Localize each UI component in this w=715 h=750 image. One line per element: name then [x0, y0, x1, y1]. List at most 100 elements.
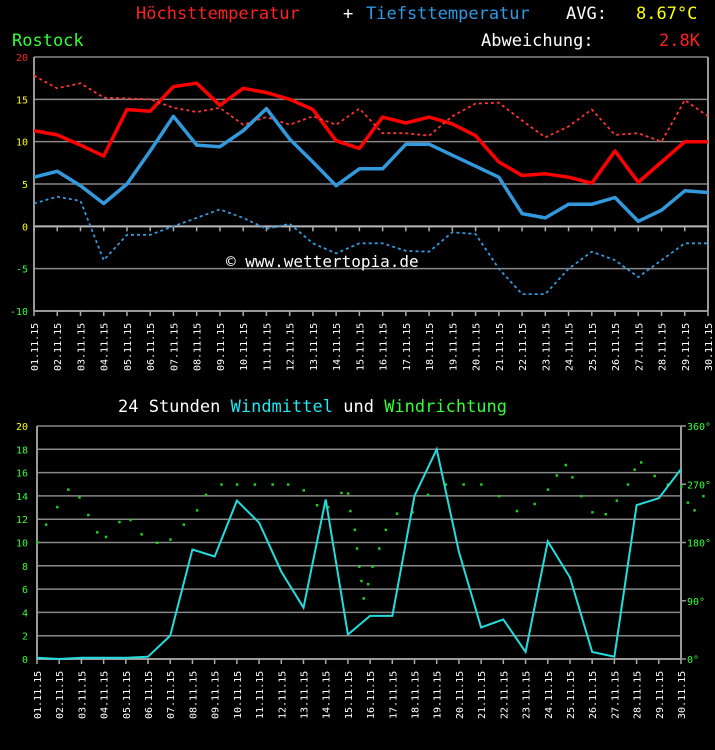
x-tick-label: 23.11.15 [541, 323, 552, 371]
direction-dot [96, 531, 99, 534]
direction-dot [666, 483, 670, 486]
avg-value: 8.67°C [636, 4, 698, 24]
y-tick-label: 12 [16, 515, 28, 526]
direction-dot [87, 513, 90, 517]
series-windmittel [36, 446, 682, 661]
x-tick-label: 03.11.15 [77, 671, 88, 719]
wind-chart-title: 24 Stunden Windmittel und Windrichtung [118, 397, 507, 417]
x-tick-label: 18.11.15 [425, 323, 436, 371]
x-tick-label: 03.11.15 [76, 323, 87, 371]
direction-dot [36, 540, 39, 544]
direction-dot [395, 512, 399, 515]
series-tiefsttemperatur-vergleich [33, 195, 708, 296]
direction-dot [340, 491, 343, 495]
direction-dot [286, 483, 290, 486]
direction-dot [204, 493, 208, 497]
direction-dot [302, 489, 305, 492]
direction-dot [702, 494, 705, 498]
x-tick-label: 22.11.15 [499, 671, 510, 719]
x-tick-label: 15.11.15 [344, 671, 355, 719]
direction-dot [693, 509, 696, 512]
x-tick-label: 16.11.15 [366, 671, 377, 719]
title-max-label: Höchsttemperatur [136, 4, 300, 24]
x-tick-label: 25.11.15 [588, 323, 599, 371]
x-tick-label: 06.11.15 [146, 323, 157, 371]
series-h-chsttemperatur-vergleich [33, 74, 709, 143]
x-tick-label: 05.11.15 [123, 323, 134, 371]
series-h-chsttemperatur [33, 81, 708, 185]
direction-dot [640, 461, 643, 464]
x-tick-label: 04.11.15 [100, 671, 111, 719]
x-tick-label: 10.11.15 [233, 671, 244, 719]
x-tick-label: 13.11.15 [309, 323, 320, 371]
direction-dot [680, 485, 683, 488]
x-tick-label: 27.11.15 [634, 323, 645, 371]
x-tick-label: 20.11.15 [455, 671, 466, 719]
y-tick-label: 0 [22, 222, 28, 233]
x-tick-label: 05.11.15 [122, 671, 133, 719]
direction-dot [169, 538, 172, 541]
y-tick-label: 2 [22, 632, 28, 643]
y2-tick-label: 360° [687, 422, 711, 433]
y-tick-label: 14 [16, 492, 28, 503]
x-tick-label: 11.11.15 [255, 671, 266, 719]
direction-dot [615, 499, 619, 502]
direction-dot [349, 509, 352, 513]
x-tick-label: 27.11.15 [610, 671, 621, 719]
y-tick-label: 20 [16, 53, 28, 64]
y-tick-label: -5 [16, 265, 28, 276]
x-tick-label: 28.11.15 [633, 671, 644, 719]
x-tick-label: 14.11.15 [332, 323, 343, 371]
direction-dot [633, 468, 636, 471]
x-tick-label: 26.11.15 [611, 323, 622, 371]
x-tick-label: 23.11.15 [522, 671, 533, 719]
direction-dot [56, 505, 59, 509]
y-tick-label: 15 [16, 95, 28, 106]
x-tick-label: 17.11.15 [402, 323, 413, 371]
direction-dot [67, 488, 70, 491]
x-tick-label: 20.11.15 [472, 323, 483, 371]
x-tick-label: 25.11.15 [566, 671, 577, 719]
direction-dot [366, 582, 370, 586]
direction-dot [580, 494, 583, 498]
x-tick-label: 19.11.15 [448, 323, 459, 371]
x-tick-label: 17.11.15 [388, 671, 399, 719]
direction-dot [480, 483, 483, 486]
direction-dot [346, 492, 350, 495]
x-tick-label: 11.11.15 [262, 323, 273, 371]
series-tiefsttemperatur [33, 106, 709, 224]
x-tick-label: 13.11.15 [299, 671, 310, 719]
direction-dot [411, 511, 414, 514]
direction-dot [78, 496, 81, 499]
x-tick-label: 15.11.15 [355, 323, 366, 371]
watermark: © www.wettertopia.de [226, 252, 419, 271]
x-tick-label: 07.11.15 [169, 323, 180, 371]
x-tick-label: 09.11.15 [211, 671, 222, 719]
direction-dot [533, 502, 536, 506]
x-tick-label: 16.11.15 [379, 323, 390, 371]
x-tick-label: 21.11.15 [495, 323, 506, 371]
x-tick-label: 12.11.15 [286, 323, 297, 371]
direction-dot [118, 520, 121, 524]
direction-dot [358, 565, 361, 568]
y-tick-label: 6 [22, 585, 28, 596]
y2-tick-label: 0° [687, 655, 699, 666]
direction-dot [326, 505, 330, 509]
x-tick-label: 02.11.15 [55, 671, 66, 719]
direction-dot [497, 494, 501, 498]
x-tick-label: 01.11.15 [30, 323, 41, 371]
station-name: Rostock [12, 31, 84, 51]
x-tick-label: 24.11.15 [544, 671, 555, 719]
direction-dot [155, 541, 159, 544]
x-tick-label: 18.11.15 [411, 671, 422, 719]
deviation-label: Abweichung: [481, 31, 594, 51]
y-tick-label: 16 [16, 469, 28, 480]
direction-dot [235, 483, 239, 486]
avg-label: AVG: [566, 4, 607, 24]
x-tick-label: 12.11.15 [277, 671, 288, 719]
y-tick-label: 8 [22, 562, 28, 573]
direction-dot [571, 476, 574, 479]
wind-title-windrichtung: Windrichtung [384, 397, 508, 417]
direction-dot [564, 463, 567, 467]
